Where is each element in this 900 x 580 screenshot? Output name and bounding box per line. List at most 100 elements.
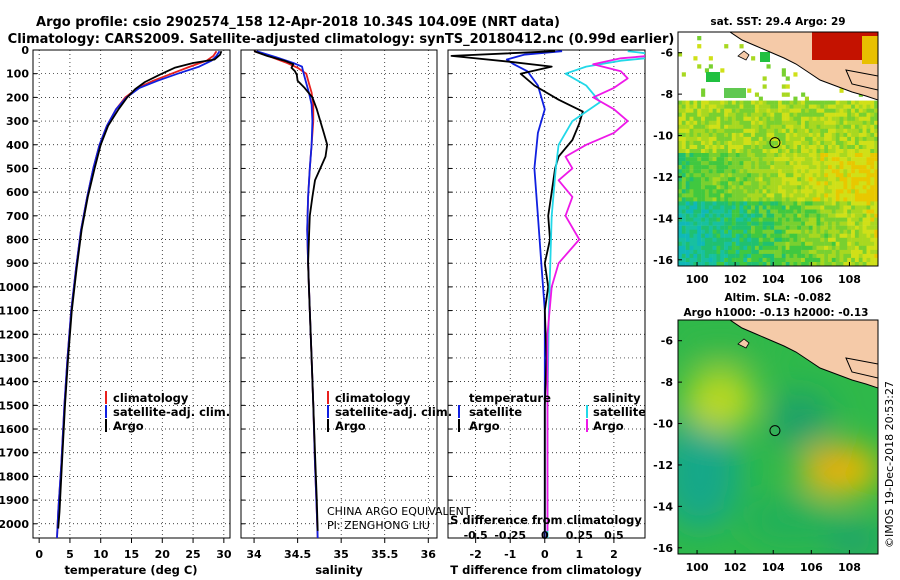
sst-cell: [839, 217, 844, 222]
sst-cell: [739, 241, 744, 247]
sst-cell: [789, 189, 794, 194]
temperature-axis-label: temperature (deg C): [64, 563, 197, 577]
sst-cell: [808, 245, 813, 251]
sst-cell: [716, 249, 721, 255]
sst-cell: [808, 229, 813, 234]
sst-cell: [766, 262, 771, 266]
sst-cell: [685, 225, 690, 230]
sst-cell: [781, 209, 786, 214]
sst-cell: [851, 181, 856, 186]
sst-cell: [854, 100, 859, 105]
temperature-series: [56, 50, 223, 538]
difference-series: [450, 50, 645, 538]
sst-cell: [704, 177, 709, 182]
sst-cell: [793, 185, 798, 190]
sst-cell: [866, 229, 871, 234]
sst-cell: [808, 149, 813, 154]
sst-cell: [801, 145, 806, 150]
sst-cell: [728, 217, 733, 222]
sst-cell: [847, 169, 852, 174]
sst-cell: [689, 173, 694, 178]
sst-cell: [762, 76, 767, 81]
sst-cell: [735, 145, 740, 150]
sst-cell: [866, 253, 871, 259]
sst-cell: [747, 132, 752, 138]
sst-cell: [681, 225, 686, 230]
sst-cell: [804, 132, 809, 138]
sst-cell: [866, 185, 871, 190]
sst-cell: [754, 140, 759, 146]
sst-cell: [816, 185, 821, 190]
sst-cell: [866, 120, 871, 126]
sst-cell: [866, 245, 871, 251]
sst-cell: [874, 197, 878, 202]
sst-cell: [693, 56, 698, 61]
sst-cell: [839, 128, 844, 134]
sst-cell: [808, 116, 813, 121]
map-lat-label: -14: [653, 500, 673, 513]
sst-cell: [835, 225, 840, 230]
sst-cell: [812, 157, 817, 162]
sst-cell: [812, 124, 817, 130]
sst-cell: [678, 153, 683, 158]
sst-cell: [812, 245, 817, 251]
sst-cell: [758, 128, 763, 134]
sst-cell: [854, 136, 859, 142]
sst-cell: [731, 257, 736, 263]
sst-cell: [685, 213, 690, 218]
s-diff-tick-label: -0.5: [464, 529, 488, 542]
series-line-temperature-satellite: [505, 50, 563, 538]
sst-cell: [858, 108, 863, 113]
sst-cell: [697, 233, 702, 238]
sst-cell: [716, 253, 721, 259]
sst-cell: [743, 249, 748, 255]
sst-cell: [789, 213, 794, 218]
sst-cell: [778, 153, 783, 158]
sst-cell: [847, 233, 852, 238]
sst-cell: [851, 237, 856, 243]
sst-cell: [851, 108, 856, 113]
legend-label-argo: Argo: [113, 419, 144, 433]
sst-cell: [785, 209, 790, 214]
sst-cell: [797, 197, 802, 202]
sst-cell: [820, 116, 825, 121]
sst-cell: [712, 253, 717, 259]
sst-cell: [739, 213, 744, 218]
sst-cell: [866, 213, 871, 218]
sst-cell: [785, 213, 790, 218]
sst-cell: [820, 217, 825, 222]
sst-cell: [862, 161, 867, 166]
sst-cell: [758, 181, 763, 186]
legend-label-satellite: satellite-adj. clim.: [335, 405, 452, 419]
sst-cell: [843, 169, 848, 174]
sst-cell: [778, 108, 783, 113]
sst-cell: [693, 116, 698, 121]
sst-cell: [816, 217, 821, 222]
sst-cell: [743, 132, 748, 138]
sst-cell: [862, 116, 867, 121]
sst-cell: [697, 157, 702, 162]
sst-cell: [747, 124, 752, 130]
sst-cell: [789, 157, 794, 162]
sst-cell: [770, 132, 775, 138]
sst-cell: [866, 161, 871, 166]
sst-cell: [697, 165, 702, 170]
sst-cell: [778, 132, 783, 138]
sst-cell: [785, 112, 790, 117]
series-line-salinity-satellite: [546, 50, 645, 538]
sst-cell: [747, 153, 752, 158]
sst-cell: [735, 213, 740, 218]
sst-cell: [770, 157, 775, 162]
sst-cell: [724, 165, 729, 170]
sst-cell: [816, 169, 821, 174]
sst-cell: [789, 128, 794, 134]
sst-cell: [835, 213, 840, 218]
sst-cell: [766, 225, 771, 230]
sst-cell: [708, 249, 713, 255]
sst-cell: [812, 100, 817, 105]
sst-cell: [797, 108, 802, 113]
sst-cell: [751, 185, 756, 190]
x-tick-label: 10: [93, 548, 109, 561]
sst-cell: [762, 177, 767, 182]
sst-cell: [728, 149, 733, 154]
